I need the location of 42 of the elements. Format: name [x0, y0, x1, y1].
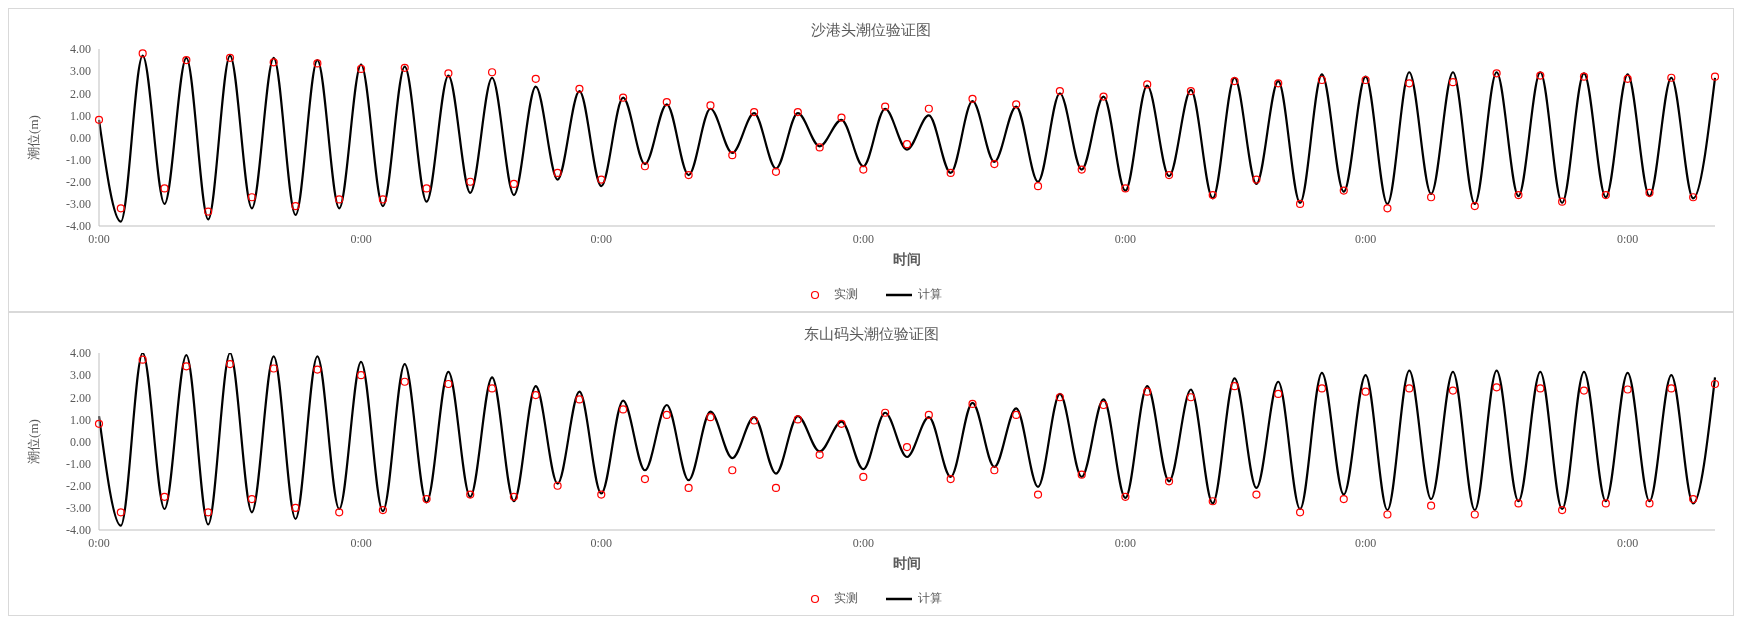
x-tick-label: 0:00	[350, 535, 372, 550]
x-tick-label: 0:00	[1616, 535, 1639, 550]
x-tick-label: 0:00	[852, 231, 874, 246]
legend-label: 实测	[833, 286, 858, 303]
x-tick-label: 0:00	[1354, 231, 1377, 246]
y-tick-label: 0.00	[70, 434, 91, 449]
y-tick-label: 4.00	[70, 346, 91, 361]
y-tick-label: 2.00	[70, 390, 91, 405]
y-tick-label: 1.00	[70, 412, 91, 427]
x-tick-label: 0:00	[590, 535, 612, 550]
y-tick-label: -4.00	[66, 523, 91, 538]
x-tick-label: 0:00	[1114, 231, 1137, 246]
y-tick-label: -3.00	[66, 501, 91, 516]
y-axis-title: 潮位(m)	[25, 419, 41, 464]
x-tick-label: 0:00	[88, 535, 110, 550]
x-axis-title: 时间	[893, 252, 921, 267]
y-tick-label: 1.00	[70, 108, 91, 123]
y-tick-label: -1.00	[66, 456, 91, 471]
x-tick-label: 0:00	[852, 535, 874, 550]
y-tick-label: 4.00	[70, 42, 91, 57]
x-tick-label: 0:00	[1616, 231, 1639, 246]
y-tick-label: 0.00	[70, 130, 91, 145]
x-tick-label: 0:00	[88, 231, 110, 246]
x-tick-label: 0:00	[350, 231, 372, 246]
y-tick-label: 3.00	[70, 368, 91, 383]
y-tick-label: -3.00	[66, 197, 91, 212]
y-tick-label: -4.00	[66, 219, 91, 234]
legend-label: 实测	[833, 590, 858, 607]
legend-label: 计算	[917, 286, 942, 303]
y-tick-label: -2.00	[66, 175, 91, 190]
y-tick-label: -2.00	[66, 479, 91, 494]
chart-title: 沙港头潮位验证图	[810, 21, 932, 40]
x-tick-label: 0:00	[1114, 535, 1137, 550]
x-axis-title: 时间	[893, 556, 921, 571]
chart-title: 东山码头潮位验证图	[802, 325, 940, 344]
y-tick-label: -1.00	[66, 152, 91, 167]
x-tick-label: 0:00	[1354, 535, 1377, 550]
y-tick-label: 3.00	[70, 64, 91, 79]
y-tick-label: 2.00	[70, 86, 91, 101]
x-tick-label: 0:00	[590, 231, 612, 246]
legend-label: 计算	[917, 590, 942, 607]
y-axis-title: 潮位(m)	[25, 115, 41, 160]
